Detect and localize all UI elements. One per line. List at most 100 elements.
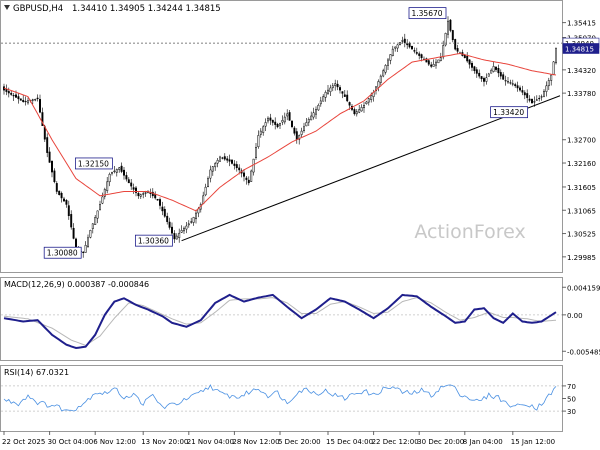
price-tick-label: 1.34320	[567, 67, 596, 75]
current-price-label: 1.34815	[565, 45, 594, 53]
macd-tick-label: 0.004159	[567, 284, 600, 292]
support-trendline	[181, 95, 561, 242]
candle-body	[144, 192, 147, 194]
candle-body	[334, 83, 337, 86]
candle-body	[293, 127, 296, 134]
candle-body	[60, 192, 63, 199]
candle-body	[322, 96, 325, 102]
price-tick-label: 1.29985	[567, 254, 596, 262]
candle-body	[10, 92, 13, 95]
candle-body	[223, 156, 226, 160]
candle-body	[526, 93, 529, 98]
candle-body	[377, 81, 380, 88]
candle-body	[231, 159, 233, 164]
candle-body	[511, 83, 514, 85]
candle-body	[413, 50, 416, 52]
candle-body	[490, 69, 493, 74]
rsi-title: RSI(14) 67.0321	[4, 368, 69, 377]
candle-body	[267, 117, 269, 122]
current-price-layer: 1.349401.34815	[1, 37, 600, 54]
candle-body	[312, 112, 315, 118]
candle-body	[315, 109, 317, 115]
candle-body	[411, 45, 413, 50]
candle-body	[437, 59, 440, 64]
candle-body	[370, 95, 373, 100]
candle-body	[360, 107, 363, 112]
candle-body	[432, 63, 435, 67]
candle-body	[15, 94, 17, 98]
x-tick-label: 6 Nov 12:00	[93, 438, 136, 446]
candle-body	[243, 172, 245, 177]
candle-body	[87, 237, 89, 247]
candle-body	[547, 80, 550, 87]
candle-body	[228, 159, 231, 162]
price-tick-label: 1.33780	[567, 90, 596, 98]
price-annotation-box	[490, 106, 529, 119]
candle-body	[139, 194, 142, 197]
price-tick-label: 1.30525	[567, 231, 596, 239]
candle-body	[420, 54, 423, 59]
candle-body	[159, 199, 161, 206]
candlestick-series	[3, 16, 557, 258]
candle-body	[39, 99, 41, 113]
candle-body	[17, 96, 20, 100]
price-annotation-label: 1.33420	[493, 108, 524, 117]
candle-body	[528, 98, 531, 101]
rsi-line	[3, 384, 557, 412]
price-annotation-label: 1.32150	[78, 159, 109, 168]
candle-body	[401, 40, 404, 42]
macd-main-line	[3, 293, 557, 350]
candle-body	[46, 137, 49, 153]
candle-body	[171, 226, 173, 234]
annotations-layer: 1.35670 1.32150 1.30360 1.30080 1.33420	[43, 7, 529, 259]
candle-body	[111, 172, 113, 174]
x-tick-label: 30 Dec 20:00	[417, 438, 464, 446]
candle-body	[552, 61, 555, 75]
candle-body	[48, 151, 51, 163]
candle-body	[538, 97, 541, 100]
candle-body	[94, 217, 97, 225]
candle-body	[427, 60, 430, 65]
candle-body	[118, 167, 121, 170]
candle-body	[442, 45, 445, 58]
candle-body	[185, 225, 188, 230]
candle-body	[274, 121, 277, 125]
candle-body	[168, 221, 171, 228]
candle-body	[269, 117, 272, 121]
candle-body	[135, 187, 137, 193]
candle-body	[300, 130, 303, 135]
price-axis-ticks: 1.354151.350701.343201.337801.327001.321…	[562, 20, 596, 262]
candle-body	[255, 147, 257, 158]
candle-body	[298, 135, 301, 140]
candle-body	[336, 83, 339, 88]
price-annotation-box	[75, 157, 113, 170]
candle-body	[389, 54, 392, 61]
price-annotation-box	[134, 234, 173, 247]
candle-body	[521, 90, 524, 93]
header: GBPUSD,H4 1.34410 1.34905 1.34244 1.3481…	[4, 4, 221, 14]
candle-body	[281, 120, 284, 123]
candle-body	[394, 46, 397, 49]
candle-body	[103, 189, 106, 197]
candle-body	[262, 126, 265, 133]
candle-body	[163, 208, 166, 217]
candle-body	[67, 205, 70, 217]
price-tick-label: 1.35415	[567, 20, 596, 28]
trendline-layer	[181, 95, 561, 242]
candle-body	[406, 43, 409, 46]
candle-body	[173, 233, 176, 240]
candle-body	[523, 92, 526, 96]
candle-body	[190, 221, 193, 223]
candle-body	[348, 102, 351, 106]
candle-body	[341, 91, 344, 94]
candle-body	[192, 217, 195, 223]
price-tick-label: 1.31605	[567, 184, 596, 192]
candle-body	[12, 95, 15, 97]
candle-body	[216, 159, 219, 164]
x-tick-label: 30 Oct 04:00	[48, 438, 94, 446]
candle-body	[161, 206, 164, 212]
candle-body	[456, 48, 459, 52]
candle-body	[264, 122, 267, 127]
candle-body	[463, 54, 466, 59]
candle-body	[257, 135, 260, 148]
